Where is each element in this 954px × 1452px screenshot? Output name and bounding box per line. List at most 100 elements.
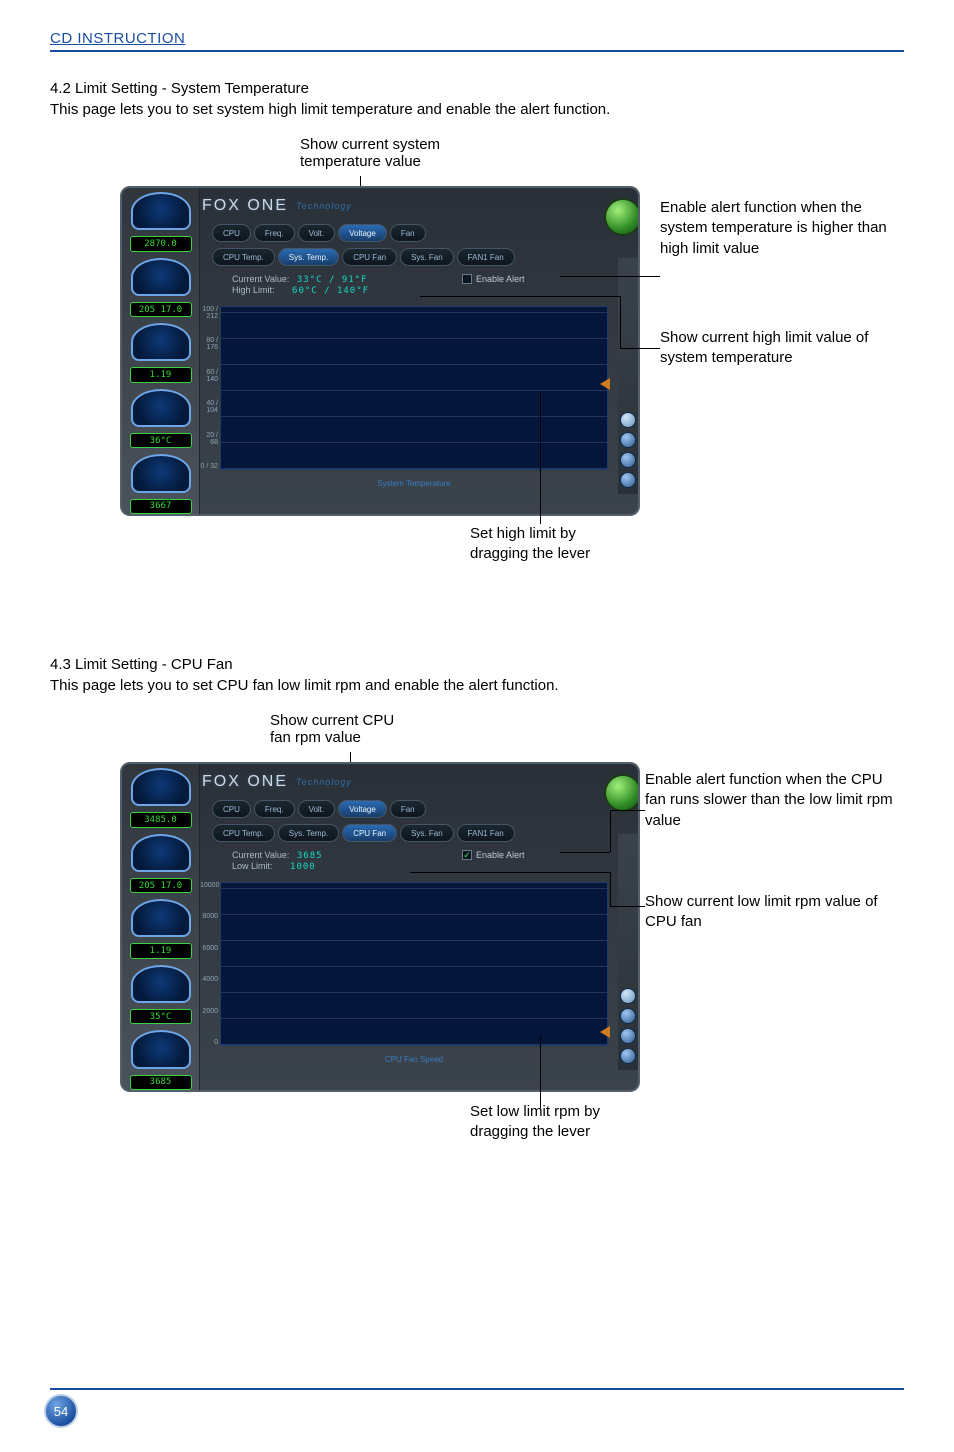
tab-freq[interactable]: Freq. [254, 800, 295, 818]
figure-2: Show current CPU fan rpm value 3485.0 205… [90, 712, 904, 1192]
anno-right-1b: Show current high limit value of system … [660, 328, 900, 369]
brand-sub: Technology [296, 777, 352, 787]
tab-voltage[interactable]: Voltage [338, 800, 387, 818]
subtab-sysfan[interactable]: Sys. Fan [400, 824, 454, 842]
y-tick-label: 2000 [200, 1008, 218, 1015]
titlebar: FOX ONE Technology [202, 770, 628, 794]
subtab-sysfan[interactable]: Sys. Fan [400, 248, 454, 266]
side-readout: 2870.0 [130, 236, 192, 251]
home-icon[interactable] [620, 1048, 636, 1064]
tab-voltage[interactable]: Voltage [338, 224, 387, 242]
section1-title: 4.2 Limit Setting - System Temperature [50, 80, 904, 97]
y-tick-label: 0 [200, 1039, 218, 1046]
y-tick-label: 6000 [200, 945, 218, 952]
leader-line [610, 906, 645, 907]
subtab-cpufan[interactable]: CPU Fan [342, 824, 397, 842]
limit-drag-handle[interactable] [600, 1026, 610, 1038]
readouts: Current Value: 33°C / 91°FHigh Limit: 60… [232, 274, 369, 296]
caption-top-1: Show current system temperature value [300, 136, 440, 170]
anno-right-2a: Enable alert function when the CPU fan r… [645, 770, 895, 831]
side-readout: 1.19 [130, 943, 192, 958]
power-orb-icon[interactable] [604, 774, 640, 812]
tabs-row: CPUFreq.Volt.VoltageFan [212, 224, 426, 242]
anno-right-2b: Show current low limit rpm value of CPU … [645, 892, 895, 933]
chart-footer-label: System Temperature [220, 479, 608, 488]
subtab-cputemp[interactable]: CPU Temp. [212, 824, 275, 842]
side-readout: 3667 [130, 499, 192, 514]
side-readout: 1.19 [130, 367, 192, 382]
enable-alert-label: Enable Alert [476, 274, 525, 284]
subtab-cpufan[interactable]: CPU Fan [342, 248, 397, 266]
leader-line [420, 296, 620, 297]
titlebar: FOX ONETechnology [202, 194, 628, 218]
window-side-buttons [618, 258, 638, 494]
home-icon[interactable] [620, 472, 636, 488]
section1-desc: This page lets you to set system high li… [50, 101, 904, 118]
close-icon[interactable] [620, 988, 636, 1004]
current-value: 33°C / 91°F [297, 275, 368, 285]
current-value-label: Current Value: [232, 274, 289, 284]
limit-value: 60°C / 140°F [292, 286, 369, 296]
tab-cpu[interactable]: CPU [212, 224, 251, 242]
settings-icon[interactable] [620, 1028, 636, 1044]
tab-volt[interactable]: Volt. [298, 224, 336, 242]
minimize-icon[interactable] [620, 1008, 636, 1024]
subtab-systemp[interactable]: Sys. Temp. [278, 824, 339, 842]
enable-alert-row: ✓Enable Alert [462, 850, 525, 860]
y-tick-label: 20 / 68 [200, 432, 218, 446]
chart-y-labels: 0 / 3220 / 6840 / 10460 / 14080 / 176100… [200, 306, 218, 470]
caption-bottom-2: Set low limit rpm by dragging the lever [470, 1102, 600, 1143]
enable-alert-checkbox[interactable] [462, 274, 472, 284]
chart-area [220, 306, 608, 470]
header-link[interactable]: CD INSTRUCTION [50, 30, 185, 47]
brand-logo: FOX ONE [202, 773, 288, 791]
header-rule [50, 50, 904, 52]
leader-line [540, 1036, 541, 1108]
enable-alert-row: Enable Alert [462, 274, 525, 284]
caption-top-2: Show current CPU fan rpm value [270, 712, 394, 746]
section2-desc: This page lets you to set CPU fan low li… [50, 677, 904, 694]
tab-cpu[interactable]: CPU [212, 800, 251, 818]
subtab-fan1fan[interactable]: FAN1 Fan [457, 248, 515, 266]
leader-line [560, 852, 610, 853]
leader-line [610, 810, 611, 852]
settings-icon[interactable] [620, 452, 636, 468]
power-orb-icon[interactable] [604, 198, 640, 236]
chart-footer-label: CPU Fan Speed [220, 1055, 608, 1064]
subtabs-row: CPU Temp.Sys. Temp.CPU FanSys. FanFAN1 F… [212, 824, 515, 842]
tab-fan[interactable]: Fan [390, 800, 426, 818]
side-gauge [131, 258, 191, 296]
close-icon[interactable] [620, 412, 636, 428]
y-tick-label: 8000 [200, 913, 218, 920]
limit-drag-handle[interactable] [600, 378, 610, 390]
y-tick-label: 0 / 32 [200, 463, 218, 470]
section2-title: 4.3 Limit Setting - CPU Fan [50, 656, 904, 673]
leader-line [610, 810, 645, 811]
side-readout: 3485.0 [130, 812, 192, 827]
side-gauge [131, 192, 191, 230]
tab-volt[interactable]: Volt. [298, 800, 336, 818]
y-tick-label: 60 / 140 [200, 369, 218, 383]
tab-fan[interactable]: Fan [390, 224, 426, 242]
side-readout: 205 17.0 [130, 878, 192, 893]
side-readout: 205 17.0 [130, 302, 192, 317]
leader-line [560, 276, 660, 277]
tab-freq[interactable]: Freq. [254, 224, 295, 242]
subtab-cputemp[interactable]: CPU Temp. [212, 248, 275, 266]
figure-1: Show current system temperature value 28… [90, 136, 904, 596]
page-number-badge: 54 [44, 1394, 78, 1428]
subtab-systemp[interactable]: Sys. Temp. [278, 248, 339, 266]
limit-label: Low Limit: [232, 861, 273, 871]
leader-line [620, 348, 660, 349]
footer-rule [50, 1388, 904, 1390]
subtab-fan1fan[interactable]: FAN1 Fan [457, 824, 515, 842]
side-gauge [131, 323, 191, 361]
subtabs-row: CPU Temp.Sys. Temp.CPU FanSys. FanFAN1 F… [212, 248, 515, 266]
side-gauge [131, 834, 191, 872]
minimize-icon[interactable] [620, 432, 636, 448]
side-gauge [131, 1030, 191, 1068]
caption-bottom-1: Set high limit by dragging the lever [470, 524, 590, 565]
enable-alert-checkbox[interactable]: ✓ [462, 850, 472, 860]
chart-area [220, 882, 608, 1046]
y-tick-label: 80 / 176 [200, 337, 218, 351]
